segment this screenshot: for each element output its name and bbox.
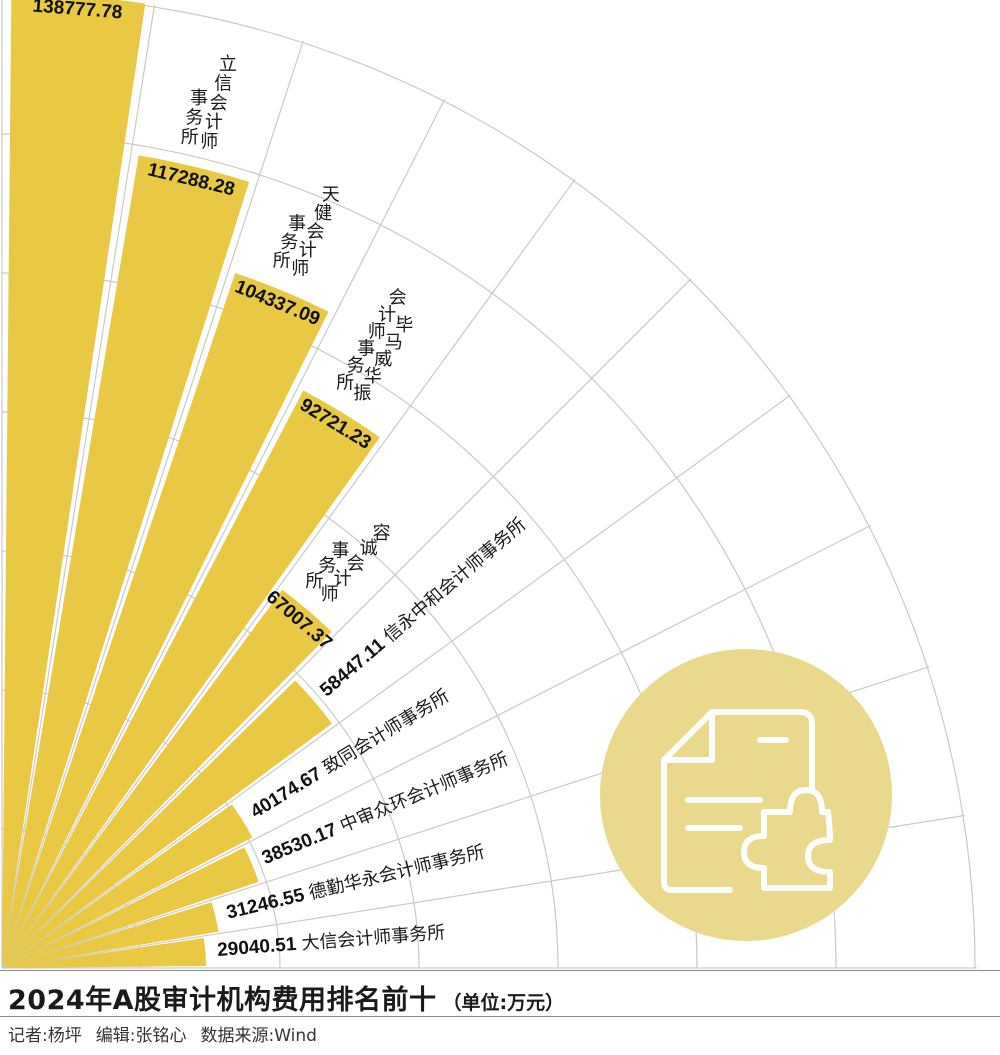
footer-top-rule: [0, 970, 1000, 971]
chart-canvas: 138777.78安永华明会计师事务所117288.28立信会计师事务所1043…: [1, 0, 977, 969]
editor-credit: 编辑:张铭心: [95, 1026, 187, 1046]
chart-title-text: 2024年A股审计机构费用排名前十: [8, 985, 437, 1016]
radial-bar-chart: 138777.78安永华明会计师事务所117288.28立信会计师事务所1043…: [1, 0, 977, 969]
bar-sector: [5, 847, 259, 967]
category-label: 立信会计师事务所: [181, 54, 237, 153]
bar-sector: [3, 390, 380, 965]
bar-sector: [2, 155, 250, 965]
bar-sector: [4, 680, 332, 966]
bar-sector: [5, 938, 207, 968]
category-label: 天健会计师事务所: [273, 184, 340, 279]
reporter-credit: 记者:杨坪: [8, 1026, 82, 1046]
bar-sector: [3, 273, 329, 965]
chart-title: 2024年A股审计机构费用排名前十 （单位:万元）: [8, 978, 564, 1016]
grid-spoke: [1, 394, 792, 969]
chart-bars: [2, 0, 380, 968]
grid-spoke: [1, 98, 446, 969]
grid-spoke: [1, 524, 872, 969]
bar-sector: [4, 589, 332, 966]
bar-sector: [5, 902, 219, 968]
grid-spoke: [1, 178, 576, 969]
bar-sector: [2, 0, 146, 965]
category-label: 毕马威华振会计师事务所: [336, 287, 413, 404]
credits: 记者:杨坪 编辑:张铭心 数据来源:Wind: [8, 1021, 317, 1046]
grid-spoke: [1, 278, 692, 969]
grid-spoke: [1, 4, 156, 969]
chart-unit-text: （单位:万元）: [442, 992, 565, 1014]
category-label: 容诚会计师事务所: [305, 523, 390, 605]
bar-sector: [5, 804, 253, 967]
grid-spoke: [1, 40, 304, 969]
document-puzzle-badge: [600, 649, 892, 941]
source-credit: 数据来源:Wind: [200, 1026, 317, 1046]
footer-bottom-rule: [0, 1016, 1000, 1017]
badge-circle: [600, 649, 892, 941]
value-label: 138777.78: [32, 0, 123, 23]
document-puzzle-icon: [661, 709, 833, 893]
